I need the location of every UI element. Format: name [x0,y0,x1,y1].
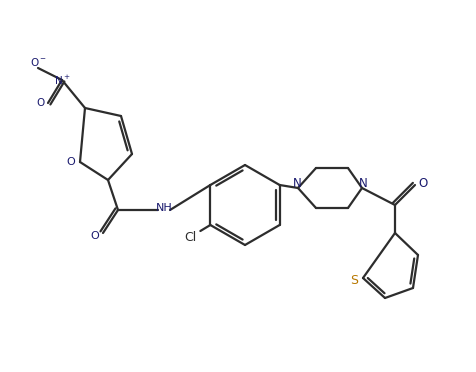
Text: S: S [349,273,357,286]
Text: N: N [292,176,301,189]
Text: Cl: Cl [184,231,196,244]
Text: O: O [36,98,44,108]
Text: NH: NH [155,203,172,213]
Text: $\mathregular{N^+}$: $\mathregular{N^+}$ [54,73,70,87]
Text: O: O [67,157,75,167]
Text: O: O [417,176,426,189]
Text: O: O [90,231,99,241]
Text: $\mathregular{O^-}$: $\mathregular{O^-}$ [30,56,46,68]
Text: N: N [358,176,367,189]
